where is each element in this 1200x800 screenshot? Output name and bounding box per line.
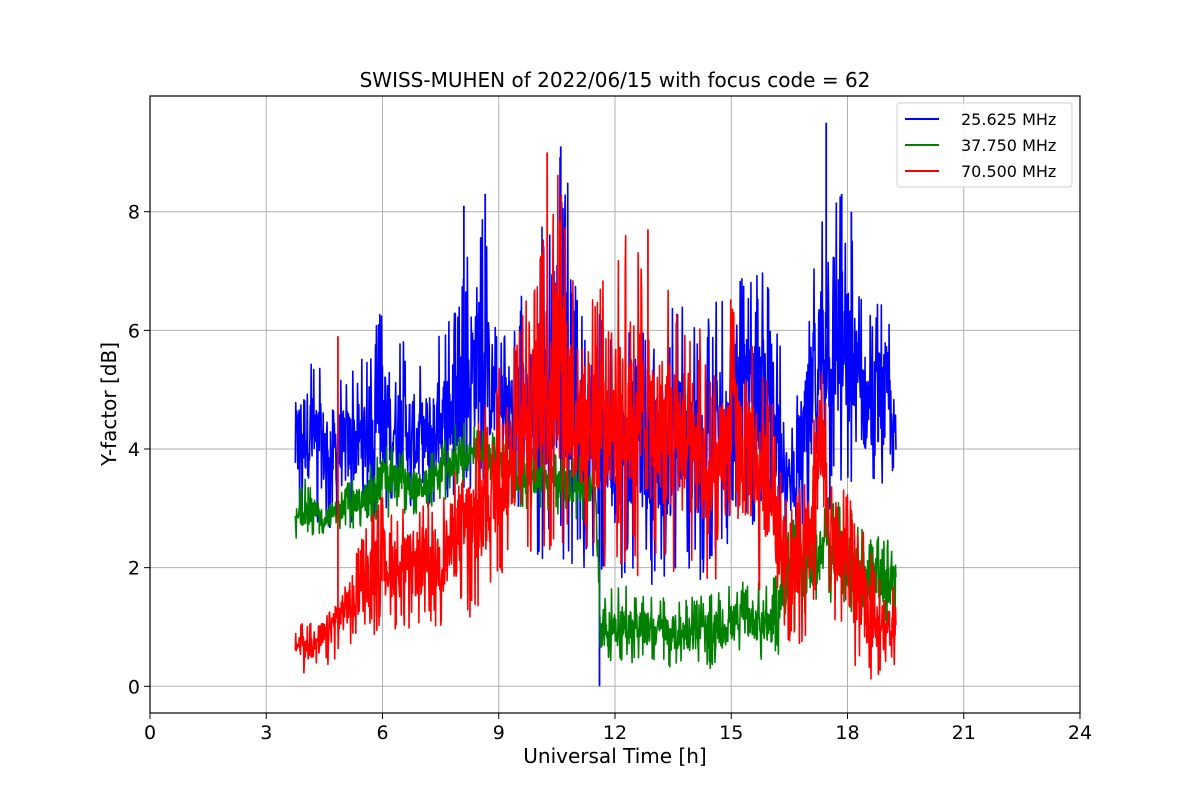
plot-area	[294, 122, 897, 687]
x-tick-label: 18	[835, 722, 859, 744]
x-axis-label: Universal Time [h]	[523, 744, 706, 768]
x-tick-label: 9	[493, 722, 505, 744]
legend-label: 70.500 MHz	[961, 162, 1056, 181]
y-tick-label: 4	[128, 439, 140, 461]
x-tick-label: 24	[1068, 722, 1092, 744]
y-axis-label: Y-factor [dB]	[97, 342, 121, 467]
series-2	[294, 152, 897, 680]
x-tick-label: 12	[603, 722, 627, 744]
legend-label: 25.625 MHz	[961, 110, 1056, 129]
series-line	[294, 156, 897, 586]
y-tick-label: 2	[128, 558, 140, 580]
x-tick-label: 6	[376, 722, 388, 744]
y-tick-label: 8	[128, 202, 140, 224]
y-tick-label: 6	[128, 320, 140, 342]
x-tick-label: 15	[719, 722, 743, 744]
x-tick-label: 21	[952, 722, 976, 744]
y-tick-label: 0	[128, 676, 140, 698]
series-line	[294, 174, 897, 680]
legend: 25.625 MHz 37.750 MHz 70.500 MHz	[896, 102, 1073, 188]
x-tick-label: 3	[260, 722, 272, 744]
legend-box	[896, 102, 1073, 188]
x-tick-label: 0	[144, 722, 156, 744]
chart-title: SWISS-MUHEN of 2022/06/15 with focus cod…	[360, 68, 871, 92]
legend-label: 37.750 MHz	[961, 136, 1056, 155]
